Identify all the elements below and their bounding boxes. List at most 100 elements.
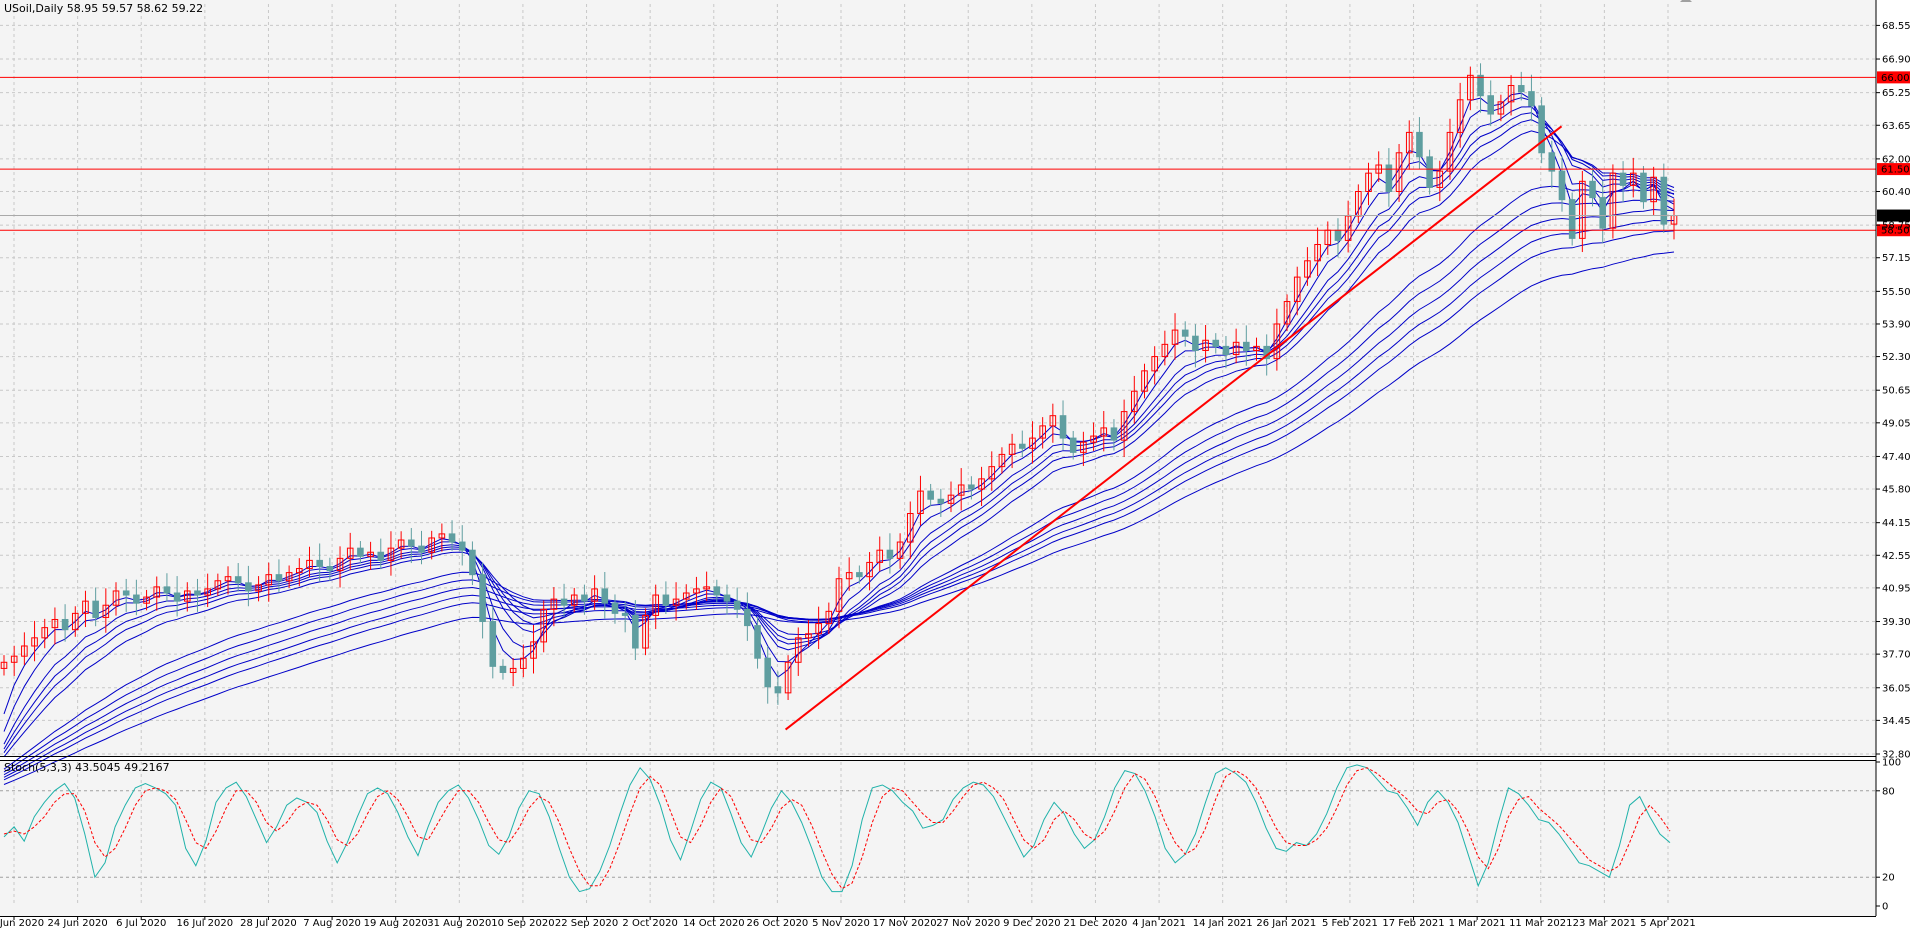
candle-body xyxy=(672,598,680,606)
candle-body xyxy=(733,600,741,610)
candle-body xyxy=(632,614,639,649)
y-tick-label: 42.55 xyxy=(1882,551,1911,562)
candle-body xyxy=(550,598,558,610)
candle-body xyxy=(41,627,49,639)
candle-body xyxy=(31,637,38,647)
candle-body xyxy=(1579,180,1586,239)
y-tick-label: 49.05 xyxy=(1882,418,1911,429)
candle-body xyxy=(1395,152,1403,192)
candle-body xyxy=(163,586,171,594)
x-tick-label: 24 Jun 2020 xyxy=(48,918,108,929)
candle-body xyxy=(418,545,425,553)
candle-body xyxy=(1487,95,1495,115)
y-tick-label: 60.40 xyxy=(1882,187,1911,198)
candle-body xyxy=(723,594,731,602)
candle-body xyxy=(1222,345,1230,356)
candle-body xyxy=(764,657,772,688)
candle-body xyxy=(1131,390,1138,413)
candle-body xyxy=(133,594,140,604)
y-tick-label: 52.30 xyxy=(1882,352,1911,363)
candle-body xyxy=(540,608,547,643)
y-tick-label: 53.90 xyxy=(1882,319,1911,330)
candle-body xyxy=(10,655,18,663)
candle-body xyxy=(0,661,8,669)
candle-body xyxy=(906,513,914,543)
candle-body xyxy=(306,559,313,570)
oscillator-plot-area[interactable] xyxy=(0,760,1876,916)
candle-body xyxy=(122,590,130,596)
candle-body xyxy=(143,596,150,604)
level-label: 61.50 xyxy=(1881,165,1910,176)
candle-body xyxy=(245,582,252,592)
oscillator-header: Stoch(5,3,3) 43.5045 49.2167 xyxy=(4,761,170,774)
y-tick-label: 36.05 xyxy=(1882,683,1911,694)
candle-body xyxy=(61,618,69,631)
x-tick-label: 26 Oct 2020 xyxy=(746,918,808,929)
y-tick-label: 39.30 xyxy=(1882,617,1911,628)
candle-body xyxy=(1385,164,1393,192)
candle-body xyxy=(1151,356,1158,372)
candle-body xyxy=(92,600,99,618)
candle-body xyxy=(886,549,894,559)
candle-body xyxy=(1192,335,1199,351)
candle-body xyxy=(917,490,924,515)
candle-body xyxy=(1507,85,1515,103)
candle-body xyxy=(316,559,323,567)
candle-body xyxy=(927,490,934,500)
current-price-label: 59.22 xyxy=(1881,211,1910,222)
y-tick-label: 66.90 xyxy=(1882,55,1911,66)
candle-body xyxy=(591,588,598,602)
candle-body xyxy=(774,686,782,694)
y-tick-label: 58.75 xyxy=(1882,221,1911,232)
y-tick-label: 63.65 xyxy=(1882,121,1911,132)
candle-body xyxy=(1446,131,1454,172)
candle-body xyxy=(1243,341,1250,351)
candle-body xyxy=(530,641,537,659)
candle-body xyxy=(1456,99,1464,133)
candle-body xyxy=(1202,339,1209,351)
x-tick-label: 14 Jan 2021 xyxy=(1193,918,1253,929)
candle-body xyxy=(1477,74,1484,97)
candle-body xyxy=(876,549,884,563)
candle-body xyxy=(601,588,609,604)
candle-body xyxy=(1650,176,1657,203)
x-tick-label: 17 Nov 2020 xyxy=(873,918,937,929)
candle-body xyxy=(1212,339,1220,347)
y-tick-label: 55.50 xyxy=(1882,287,1911,298)
scroll-marker-icon[interactable] xyxy=(1680,0,1692,2)
candle-body xyxy=(1629,172,1637,186)
candle-body xyxy=(754,625,761,659)
candle-body xyxy=(896,541,904,559)
candle-body xyxy=(1640,172,1647,203)
x-tick-label: 11 Mar 2021 xyxy=(1509,918,1572,929)
candle-body xyxy=(1100,427,1108,437)
x-tick-label: 5 Nov 2020 xyxy=(812,918,870,929)
current-price-tag xyxy=(1877,209,1910,222)
candle-body xyxy=(978,478,985,490)
y-tick-label: 62.00 xyxy=(1882,154,1911,165)
x-tick-label: 31 Aug 2020 xyxy=(427,918,491,929)
symbol-header: USoil,Daily 58.95 59.57 58.62 59.22 xyxy=(4,2,203,15)
candle-body xyxy=(21,645,28,657)
candle-body xyxy=(458,541,466,551)
candle-body xyxy=(1426,156,1433,188)
candle-body xyxy=(866,561,873,578)
candle-body xyxy=(856,572,863,578)
candle-body xyxy=(744,608,751,627)
candle-body xyxy=(1273,323,1281,360)
candle-body xyxy=(1619,172,1627,186)
main-plot-area[interactable] xyxy=(0,0,1876,756)
y-tick-label: 65.25 xyxy=(1882,88,1911,99)
candle-body xyxy=(1171,329,1179,345)
candle-body xyxy=(1253,345,1260,351)
candle-body xyxy=(621,612,629,616)
candle-body xyxy=(581,594,588,602)
x-tick-label: 28 Jul 2020 xyxy=(240,918,297,929)
osc-y-tick-label: 0 xyxy=(1882,902,1888,913)
candle-body xyxy=(367,551,374,557)
x-tick-label: 5 Apr 2021 xyxy=(1640,918,1695,929)
candle-body xyxy=(1660,176,1668,225)
x-tick-label: 10 Sep 2020 xyxy=(491,918,554,929)
